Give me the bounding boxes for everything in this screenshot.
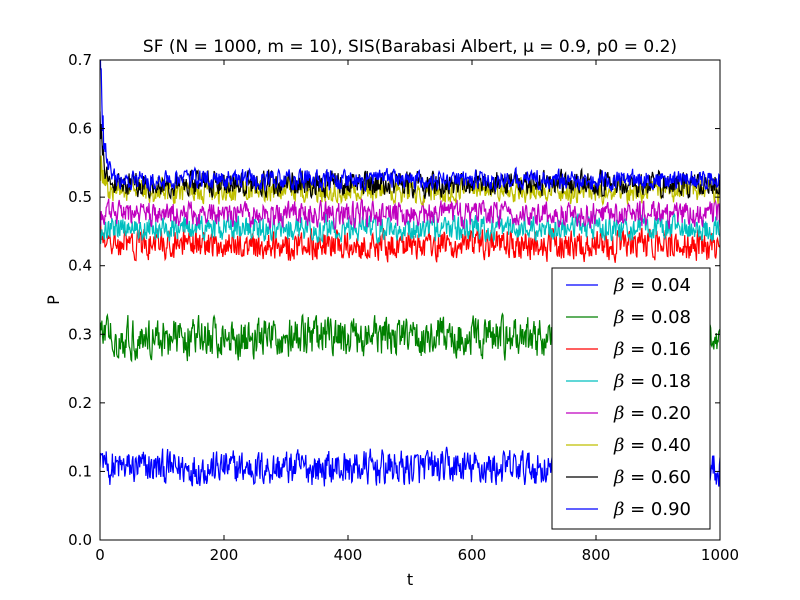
- chart-title: SF (N = 1000, m = 10), SIS(Barabasi Albe…: [143, 37, 677, 57]
- series-line-6: [100, 111, 720, 200]
- x-axis-label: t: [407, 570, 413, 589]
- x-tick-label: 800: [582, 546, 611, 564]
- x-tick-label: 600: [458, 546, 487, 564]
- legend-box: [551, 267, 711, 530]
- y-tick-label: 0.7: [68, 51, 92, 69]
- legend-label: β = 0.20: [613, 403, 691, 424]
- series-layer: [100, 60, 720, 489]
- x-tick-label: 200: [210, 546, 239, 564]
- y-tick-label: 0.6: [68, 120, 92, 138]
- legend-label: β = 0.40: [613, 435, 691, 456]
- x-tick-label: 0: [95, 546, 105, 564]
- y-tick-label: 0.3: [68, 325, 92, 343]
- plot-area-frame: [99, 59, 721, 541]
- legend-label: β = 0.04: [613, 275, 691, 296]
- x-tick-label: 1000: [701, 546, 739, 564]
- y-axis-label: P: [44, 295, 63, 305]
- legend: β = 0.04 β = 0.08 β = 0.16 β = 0.18 β = 0.20…: [551, 267, 711, 530]
- series-line-4: [100, 197, 720, 231]
- legend-label: β = 0.60: [613, 467, 691, 488]
- y-tick-label: 0.1: [68, 462, 92, 480]
- y-tick-label: 0.0: [68, 531, 92, 549]
- y-tick-label: 0.2: [68, 394, 92, 412]
- y-tick-label: 0.4: [68, 257, 92, 275]
- axis-ticks: 0 200 400 600 800 1000 0.0 0.1 0.2 0.3 0.4 0.5 0.6 0.…: [68, 51, 739, 564]
- legend-label: β = 0.16: [613, 339, 691, 360]
- x-tick-label: 400: [334, 546, 363, 564]
- legend-label: β = 0.90: [613, 499, 691, 520]
- series-line-7: [100, 60, 720, 193]
- y-tick-label: 0.5: [68, 188, 92, 206]
- legend-label: β = 0.18: [613, 371, 691, 392]
- series-line-3: [100, 213, 720, 245]
- legend-label: β = 0.08: [613, 307, 691, 328]
